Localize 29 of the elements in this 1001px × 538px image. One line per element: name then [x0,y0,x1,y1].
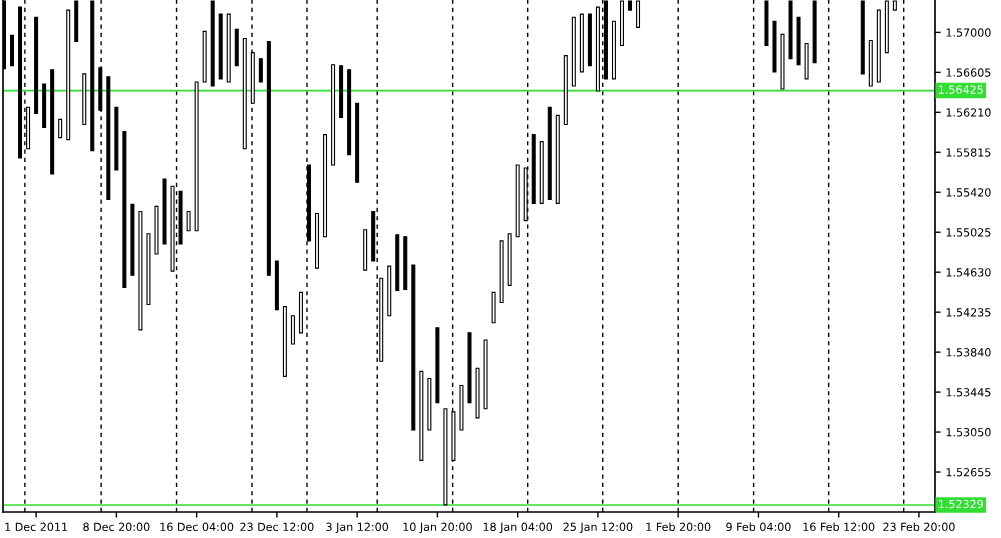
y-tick-label: 1.55815 [946,148,991,157]
ref-line-label: 1.52329 [939,499,983,509]
x-tick-label: 9 Feb 04:00 [726,522,791,532]
x-tick-label: 23 Feb 20:00 [883,522,955,532]
x-tick-label: 18 Jan 04:00 [483,522,553,534]
y-tick-label: 1.54235 [946,308,991,317]
y-tick-label: 1.54630 [946,268,991,277]
candlestick [186,210,191,232]
x-tick-label: 25 Jan 12:00 [563,522,633,534]
x-tick-label: 10 Jan 20:00 [403,522,472,534]
y-tick-label: 1.57000 [946,28,991,37]
x-tick-label: 1 Feb 20:00 [646,522,711,532]
ref-line-label: 1.56425 [939,85,983,94]
x-tick-label: 8 Dec 20:00 [83,522,150,532]
candlestick [58,118,63,139]
y-tick-label: 1.53445 [946,388,991,397]
y-tick-label: 1.53840 [946,348,991,357]
x-tick-label: 23 Dec 12:00 [240,522,314,532]
x-tick-label: 1 Dec 2011 [5,522,68,532]
y-tick-label: 1.55025 [946,228,991,237]
x-tick-label: 16 Dec 04:00 [160,522,234,532]
x-tick-label: 3 Jan 12:00 [326,522,389,534]
candlestick [258,57,263,83]
y-tick-label: 1.55420 [946,188,991,197]
y-tick-label: 1.53050 [946,428,991,437]
x-tick-label: 16 Feb 12:00 [803,522,875,532]
y-tick-label: 1.52655 [946,468,991,477]
y-tick-label: 1.56605 [946,68,991,77]
y-tick-label: 1.56210 [946,108,991,117]
